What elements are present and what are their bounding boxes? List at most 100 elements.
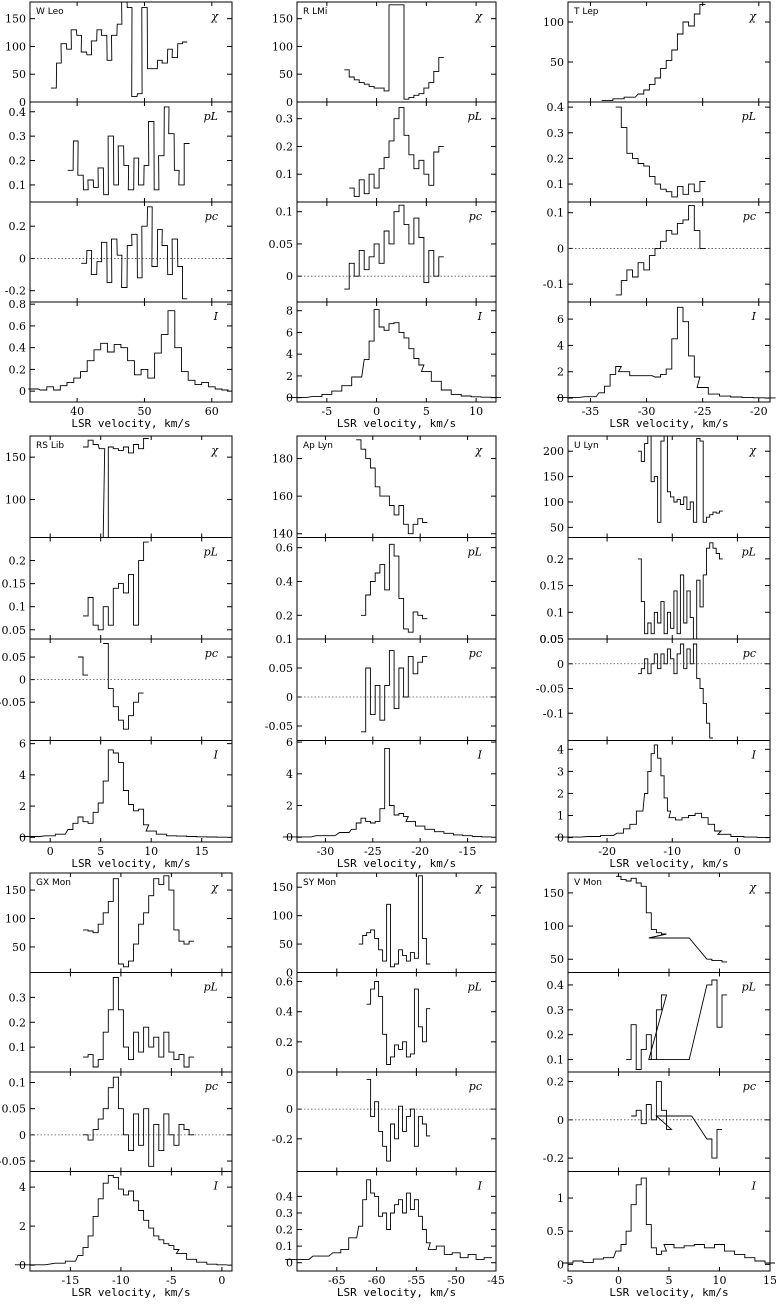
y-tick-label: -0.1: [543, 278, 564, 291]
y-tick-label: 0: [19, 674, 26, 687]
y-tick-label: 0: [286, 1103, 293, 1116]
panel-pc: -0.2 0 0.2 pc: [543, 1071, 771, 1172]
chart-t-lep: T Lep 50 100 χ 0.1 0.2 0.3 0.4 pL -0.1 0 0.1 pc 0 2 4 6 I…: [543, 1, 776, 430]
panel-pc: -0.05 0 0.05 pc: [0, 638, 232, 741]
star-label: SY Mon: [303, 878, 336, 888]
y-tick-label: 50: [12, 68, 26, 81]
y-tick-label: 0: [557, 832, 564, 845]
y-tick-label: 0: [19, 831, 26, 844]
y-tick-label: 0.1: [9, 601, 27, 614]
y-tick-label: 0: [557, 392, 564, 405]
y-tick-label: 0: [286, 96, 293, 109]
y-tick-label: 0.4: [276, 1006, 294, 1019]
x-tick-label: -20: [598, 845, 616, 858]
y-tick-label: 0.3: [547, 127, 565, 140]
y-tick-label: 6: [19, 738, 26, 751]
y-tick-label: 150: [543, 887, 564, 900]
y-tick-label: 0: [286, 1257, 293, 1270]
y-tick-label: 3: [557, 765, 564, 778]
panel-pc: -0.2 0 pc: [272, 1071, 497, 1172]
y-tick-label: 4: [286, 348, 293, 361]
series-line: [78, 643, 144, 730]
y-tick-label: 2: [557, 366, 564, 379]
y-tick-label: 0.1: [9, 1076, 27, 1089]
series-line: [83, 977, 195, 1068]
series-line: [555, 744, 770, 838]
panel-label: χ: [748, 881, 757, 894]
x-tick-label: 5: [97, 845, 104, 858]
x-tick-label: -45: [487, 1274, 505, 1287]
chart-gx-mon: GX Mon 50 100 150 χ 0.1 0.2 0.3 pL -0.05 0 0.05 0.1 p…: [0, 872, 233, 1299]
y-tick-label: 0.05: [2, 1103, 27, 1116]
x-tick-label: 15: [195, 845, 209, 858]
y-tick-label: 0.05: [2, 651, 27, 664]
y-tick-label: -0.1: [543, 707, 564, 720]
panel-label: pc: [205, 210, 218, 223]
x-tick-label: 0: [218, 1274, 225, 1287]
y-tick-label: 0.1: [276, 633, 294, 646]
x-tick-label: -10: [112, 1274, 130, 1287]
panel-label: I: [213, 310, 219, 323]
panel-label: I: [751, 749, 757, 762]
y-tick-label: 0.2: [9, 555, 27, 568]
y-tick-label: 150: [272, 881, 293, 894]
y-tick-label: 200: [543, 445, 564, 458]
y-tick-label: 0.05: [269, 662, 294, 675]
y-tick-label: 0.1: [9, 1041, 27, 1054]
y-tick-label: 0.1: [547, 207, 565, 220]
star-label: RS Lib: [36, 441, 64, 451]
y-tick-label: 6: [286, 736, 293, 749]
x-tick-label: -20: [411, 845, 429, 858]
x-tick-label: 5: [666, 1274, 673, 1287]
y-tick-label: 0.2: [9, 1016, 27, 1029]
y-tick-label: 4: [557, 743, 564, 756]
panel-label: χ: [474, 444, 483, 457]
panel-label: pL: [204, 981, 218, 994]
panel-label: pc: [743, 1080, 756, 1093]
x-tick-label: -5: [321, 405, 332, 418]
x-axis-label: LSR velocity, km/s: [71, 1286, 190, 1299]
y-tick-label: 100: [5, 493, 26, 506]
series-line: [626, 979, 728, 1070]
panel-i: 0 2 4 6 I: [282, 736, 496, 844]
panel-label: pL: [204, 546, 218, 559]
y-tick-label: 0.15: [2, 578, 27, 591]
panel-label: pL: [468, 110, 482, 123]
x-tick-label: 10: [469, 405, 483, 418]
star-label: V Mon: [574, 878, 602, 888]
series-line: [349, 107, 444, 197]
panel-i: 0 2 4 6 I: [556, 301, 776, 405]
y-tick-label: 0.05: [2, 624, 27, 637]
x-tick-label: 15: [763, 1274, 776, 1287]
y-tick-label: 0.4: [547, 101, 565, 114]
panel-label: I: [751, 1180, 757, 1193]
y-tick-label: 50: [279, 68, 293, 81]
series-line: [616, 875, 728, 963]
panel-label: χ: [474, 881, 483, 894]
y-tick-label: -0.05: [536, 683, 564, 696]
y-tick-label: 0.3: [9, 130, 27, 143]
panel-label: I: [213, 1180, 219, 1193]
y-tick-label: 6: [286, 326, 293, 339]
y-tick-label: 0: [557, 658, 564, 671]
y-tick-label: 0.2: [9, 155, 27, 168]
y-tick-label: 0.1: [276, 206, 294, 219]
y-tick-label: -0.05: [0, 1155, 26, 1168]
panel-label: pL: [742, 981, 756, 994]
y-tick-label: 0.1: [547, 1054, 565, 1067]
x-axis-label: LSR velocity, km/s: [609, 857, 728, 870]
y-tick-label: 100: [5, 912, 26, 925]
panel-pc: 0 0.05 0.1 pc: [269, 201, 496, 302]
series-line: [83, 541, 149, 631]
x-tick-label: -55: [408, 1274, 426, 1287]
panel-chi: 50 100 150 χ: [5, 873, 232, 973]
x-tick-label: -50: [447, 1274, 465, 1287]
y-tick-label: 0.3: [276, 1207, 294, 1220]
x-tick-label: -65: [328, 1274, 346, 1287]
panel-label: χ: [474, 10, 483, 23]
y-tick-label: 1: [557, 810, 564, 823]
series-line: [28, 310, 229, 391]
